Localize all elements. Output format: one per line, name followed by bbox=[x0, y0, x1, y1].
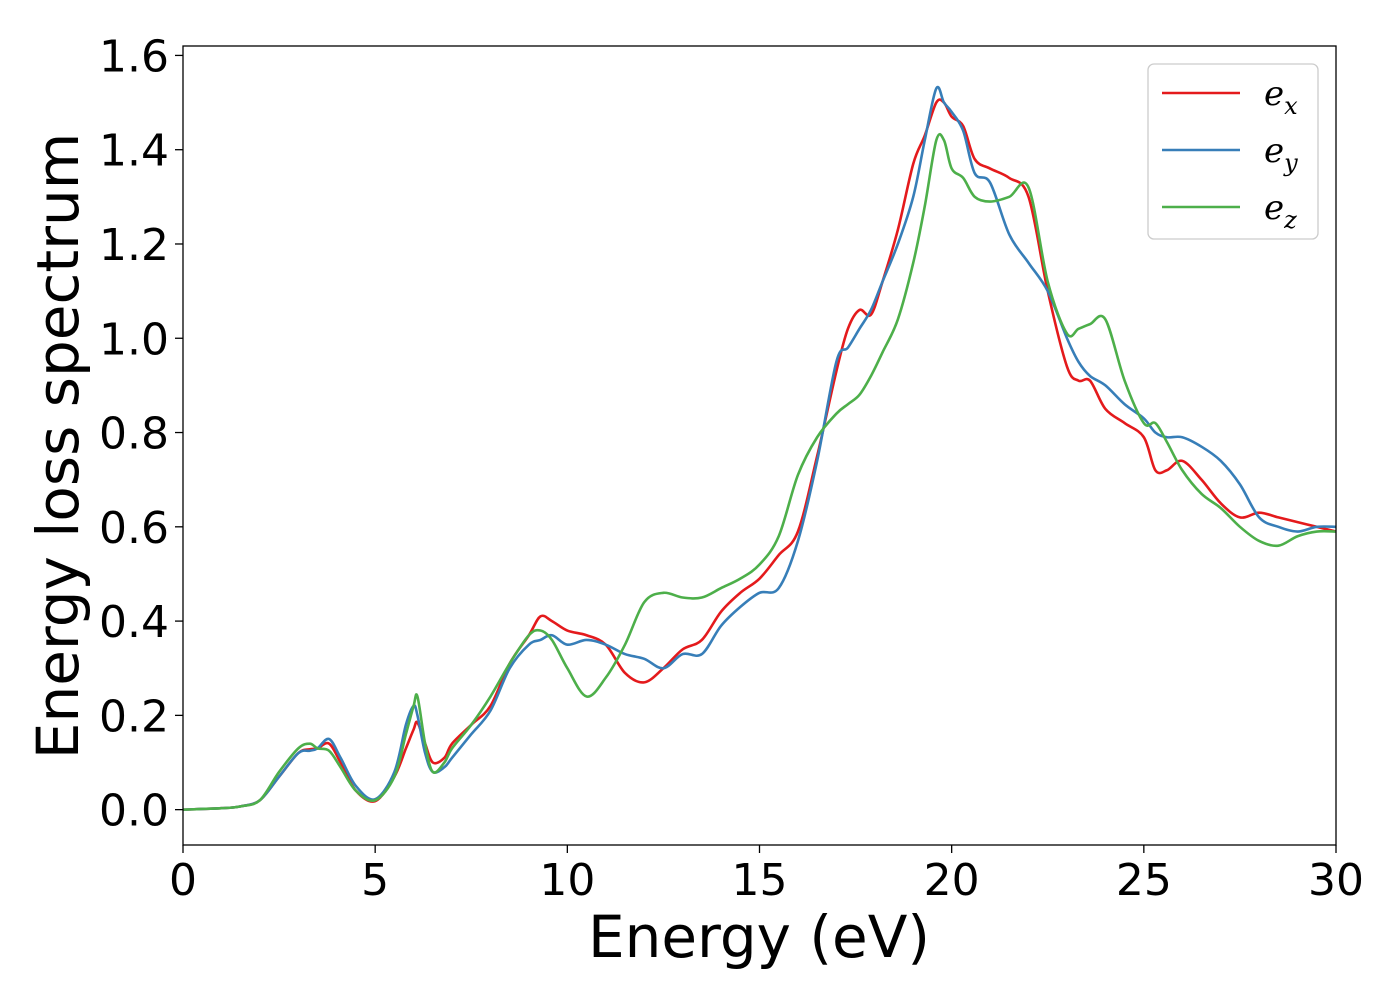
legend-label-ex: ex bbox=[1264, 74, 1298, 120]
x-tick-label: 0 bbox=[169, 855, 197, 906]
y-tick-label: 0.2 bbox=[99, 691, 169, 742]
series-line-ey bbox=[182, 85, 1337, 811]
legend-label-subscript: y bbox=[1283, 149, 1298, 177]
y-tick-label: 1.6 bbox=[99, 31, 169, 82]
x-tick-label: 15 bbox=[732, 855, 788, 906]
legend-label-subscript: z bbox=[1283, 206, 1297, 234]
y-tick-label: 1.4 bbox=[99, 126, 169, 177]
y-axis-label: Energy loss spectrum bbox=[24, 133, 92, 759]
x-axis: 0 5 10 15 20 25 30 bbox=[169, 845, 1364, 906]
legend-label-main: e bbox=[1264, 188, 1284, 228]
y-tick-label: 0.0 bbox=[99, 786, 169, 837]
legend-label-subscript: x bbox=[1284, 92, 1298, 120]
legend-label-main: e bbox=[1264, 74, 1284, 114]
x-tick-label: 10 bbox=[539, 855, 595, 906]
plot-lines bbox=[182, 85, 1337, 811]
y-tick-label: 0.8 bbox=[99, 409, 169, 460]
legend-label-main: e bbox=[1264, 131, 1284, 171]
x-tick-label: 20 bbox=[924, 855, 980, 906]
x-tick-label: 5 bbox=[361, 855, 389, 906]
y-tick-label: 1.0 bbox=[99, 314, 169, 365]
x-axis-label: Energy (eV) bbox=[588, 903, 930, 971]
legend-label-ey: ey bbox=[1264, 131, 1298, 177]
x-tick-label: 30 bbox=[1308, 855, 1364, 906]
y-tick-label: 0.4 bbox=[99, 597, 169, 648]
series-line-ez bbox=[182, 132, 1337, 811]
x-tick-label: 25 bbox=[1116, 855, 1172, 906]
y-axis: 0.0 0.2 0.4 0.6 0.8 1.0 1.2 1.4 1.6 bbox=[99, 31, 183, 837]
legend-box bbox=[1147, 63, 1319, 240]
legend-label-ez: ez bbox=[1264, 188, 1297, 234]
y-tick-label: 1.2 bbox=[99, 220, 169, 271]
y-tick-label: 0.6 bbox=[99, 503, 169, 554]
